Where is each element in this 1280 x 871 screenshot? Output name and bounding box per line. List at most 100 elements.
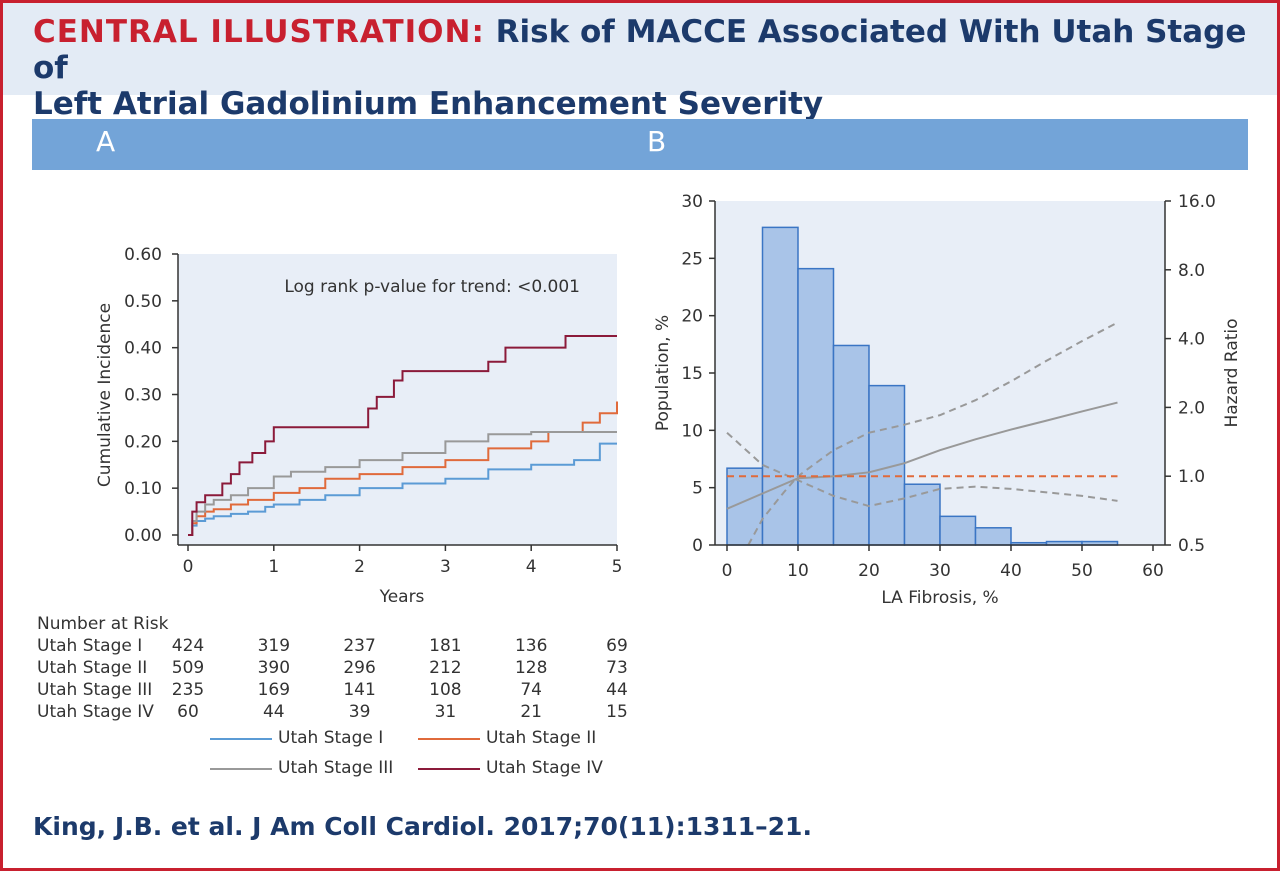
series-line: [188, 430, 617, 536]
y2-tick-label: 2.0: [1178, 398, 1205, 418]
risk-value: 509: [171, 658, 205, 678]
risk-value: 15: [606, 702, 628, 722]
histogram-bar: [797, 267, 835, 546]
chart-a-kaplan-meier: 0.00 0.10 0.20 0.30 0.40 0.50 0.60 0 1 2 3 4 5 Years C…: [95, 245, 623, 607]
x-tick-label: 1: [268, 557, 279, 577]
page-title: CENTRAL ILLUSTRATION: Risk of MACCE Asso…: [33, 14, 1253, 122]
title-line-2: Left Atrial Gadolinium Enhancement Sever…: [33, 86, 824, 122]
risk-value: 108: [429, 680, 462, 700]
panel-b-label: B: [647, 125, 667, 158]
risk-value: 44: [606, 680, 628, 700]
x-tick-label: 0: [722, 561, 733, 581]
x-tick-label: 5: [612, 557, 623, 577]
y2-tick-label: 0.5: [1178, 536, 1205, 556]
x-tick-label: 60: [1142, 561, 1164, 581]
risk-value: 21: [520, 702, 542, 722]
title-label: CENTRAL ILLUSTRATION:: [33, 14, 485, 50]
risk-value: 44: [262, 702, 285, 722]
risk-value: 169: [257, 680, 291, 700]
risk-row: Utah Stage I 424 319 237 181 136 69: [37, 636, 637, 658]
risk-row: Utah Stage IV 60 44 39 31 21 15: [37, 702, 637, 724]
header-band: [3, 3, 1277, 95]
y-tick-label: 10: [681, 421, 703, 441]
y-tick-label: 0.20: [124, 432, 162, 452]
risk-value: 31: [434, 702, 457, 722]
y-tick-label: 15: [681, 364, 703, 384]
y-tick-label: 0: [692, 536, 703, 556]
x-tick-label: 0: [183, 557, 194, 577]
risk-value: 181: [429, 636, 462, 656]
number-at-risk-title: Number at Risk: [37, 614, 169, 634]
histogram-bar: [939, 515, 977, 546]
y-axis-label: Population, %: [653, 315, 673, 431]
x-axis-label: Years: [379, 587, 425, 607]
x-tick-label: 2: [354, 557, 365, 577]
risk-value: 60: [177, 702, 199, 722]
risk-row-label: Utah Stage II: [37, 658, 148, 678]
plot-area: [178, 254, 617, 545]
chart-a-legend: Utah Stage I Utah Stage II Utah Stage II…: [210, 728, 630, 788]
hazard-ratio-curve: [747, 321, 1118, 546]
y2-tick-label: 16.0: [1178, 192, 1216, 212]
legend-swatch: [418, 738, 480, 740]
legend-swatch: [210, 768, 272, 770]
y-tick-label: 0.50: [124, 292, 162, 312]
x-axis-label: LA Fibrosis, %: [881, 588, 998, 608]
y-tick-label: 20: [681, 307, 703, 327]
risk-value: 141: [343, 680, 376, 700]
y-tick-label: 0.60: [124, 245, 162, 265]
y-tick-label: 30: [681, 192, 703, 212]
legend-label: Utah Stage I: [278, 728, 384, 748]
panel-a-label: A: [96, 125, 116, 158]
legend-label: Utah Stage II: [486, 728, 597, 748]
risk-row-label: Utah Stage III: [37, 680, 153, 700]
risk-value: 39: [348, 702, 371, 722]
risk-value: 212: [429, 658, 462, 678]
risk-value: 73: [606, 658, 628, 678]
risk-value: 296: [343, 658, 376, 678]
risk-value: 237: [343, 636, 376, 656]
legend-label: Utah Stage IV: [486, 758, 603, 778]
x-tick-label: 10: [787, 561, 809, 581]
y-tick-label: 25: [681, 249, 703, 269]
risk-value: 74: [520, 680, 542, 700]
risk-row-label: Utah Stage I: [37, 636, 143, 656]
risk-value: 136: [514, 636, 548, 656]
citation: King, J.B. et al. J Am Coll Cardiol. 201…: [33, 812, 812, 841]
y-axis-label: Cumulative Incidence: [95, 303, 115, 487]
y-tick-label: 5: [692, 479, 703, 499]
risk-value: 235: [171, 680, 205, 700]
legend-swatch: [418, 768, 480, 770]
hazard-ratio-curve: [726, 431, 1118, 508]
title-line-1: Risk of MACCE Associated With Utah Stage…: [33, 14, 1247, 86]
x-tick-label: 3: [440, 557, 451, 577]
y-tick-label: 0.40: [124, 339, 162, 359]
x-tick-label: 30: [929, 561, 951, 581]
histogram-bar: [761, 226, 799, 546]
y-tick-label: 0.30: [124, 386, 162, 406]
legend-label: Utah Stage III: [278, 758, 394, 778]
x-tick-label: 50: [1071, 561, 1093, 581]
risk-row: Utah Stage III 235 169 141 108 74 44: [37, 680, 637, 702]
x-tick-label: 4: [526, 557, 537, 577]
risk-value: 69: [606, 636, 628, 656]
risk-value: 128: [514, 658, 548, 678]
histogram-bar: [832, 344, 870, 546]
risk-row-label: Utah Stage IV: [37, 702, 154, 722]
risk-value: 424: [171, 636, 205, 656]
y2-tick-label: 4.0: [1178, 330, 1205, 350]
panel-label-bar: A B: [32, 119, 1248, 170]
chart-annotation: Log rank p-value for trend: <0.001: [284, 277, 580, 297]
series-line: [188, 334, 617, 536]
x-tick-label: 20: [858, 561, 880, 581]
series-line: [188, 442, 617, 536]
legend-swatch: [210, 738, 272, 740]
risk-value: 319: [257, 636, 291, 656]
hazard-ratio-curve: [726, 401, 1118, 510]
y-tick-label: 0.10: [124, 479, 162, 499]
risk-value: 390: [257, 658, 291, 678]
x-tick-label: 40: [1000, 561, 1022, 581]
chart-b-histogram-hr: 0 5 10 15 20 25 30 0.5 1.0 2.0 4.0 8.0 16.0 0 10 20 30 40…: [653, 192, 1242, 608]
y2-tick-label: 1.0: [1178, 467, 1205, 487]
